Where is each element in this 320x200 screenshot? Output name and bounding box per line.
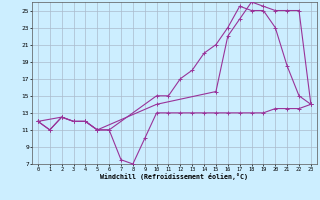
X-axis label: Windchill (Refroidissement éolien,°C): Windchill (Refroidissement éolien,°C) [100,173,248,180]
